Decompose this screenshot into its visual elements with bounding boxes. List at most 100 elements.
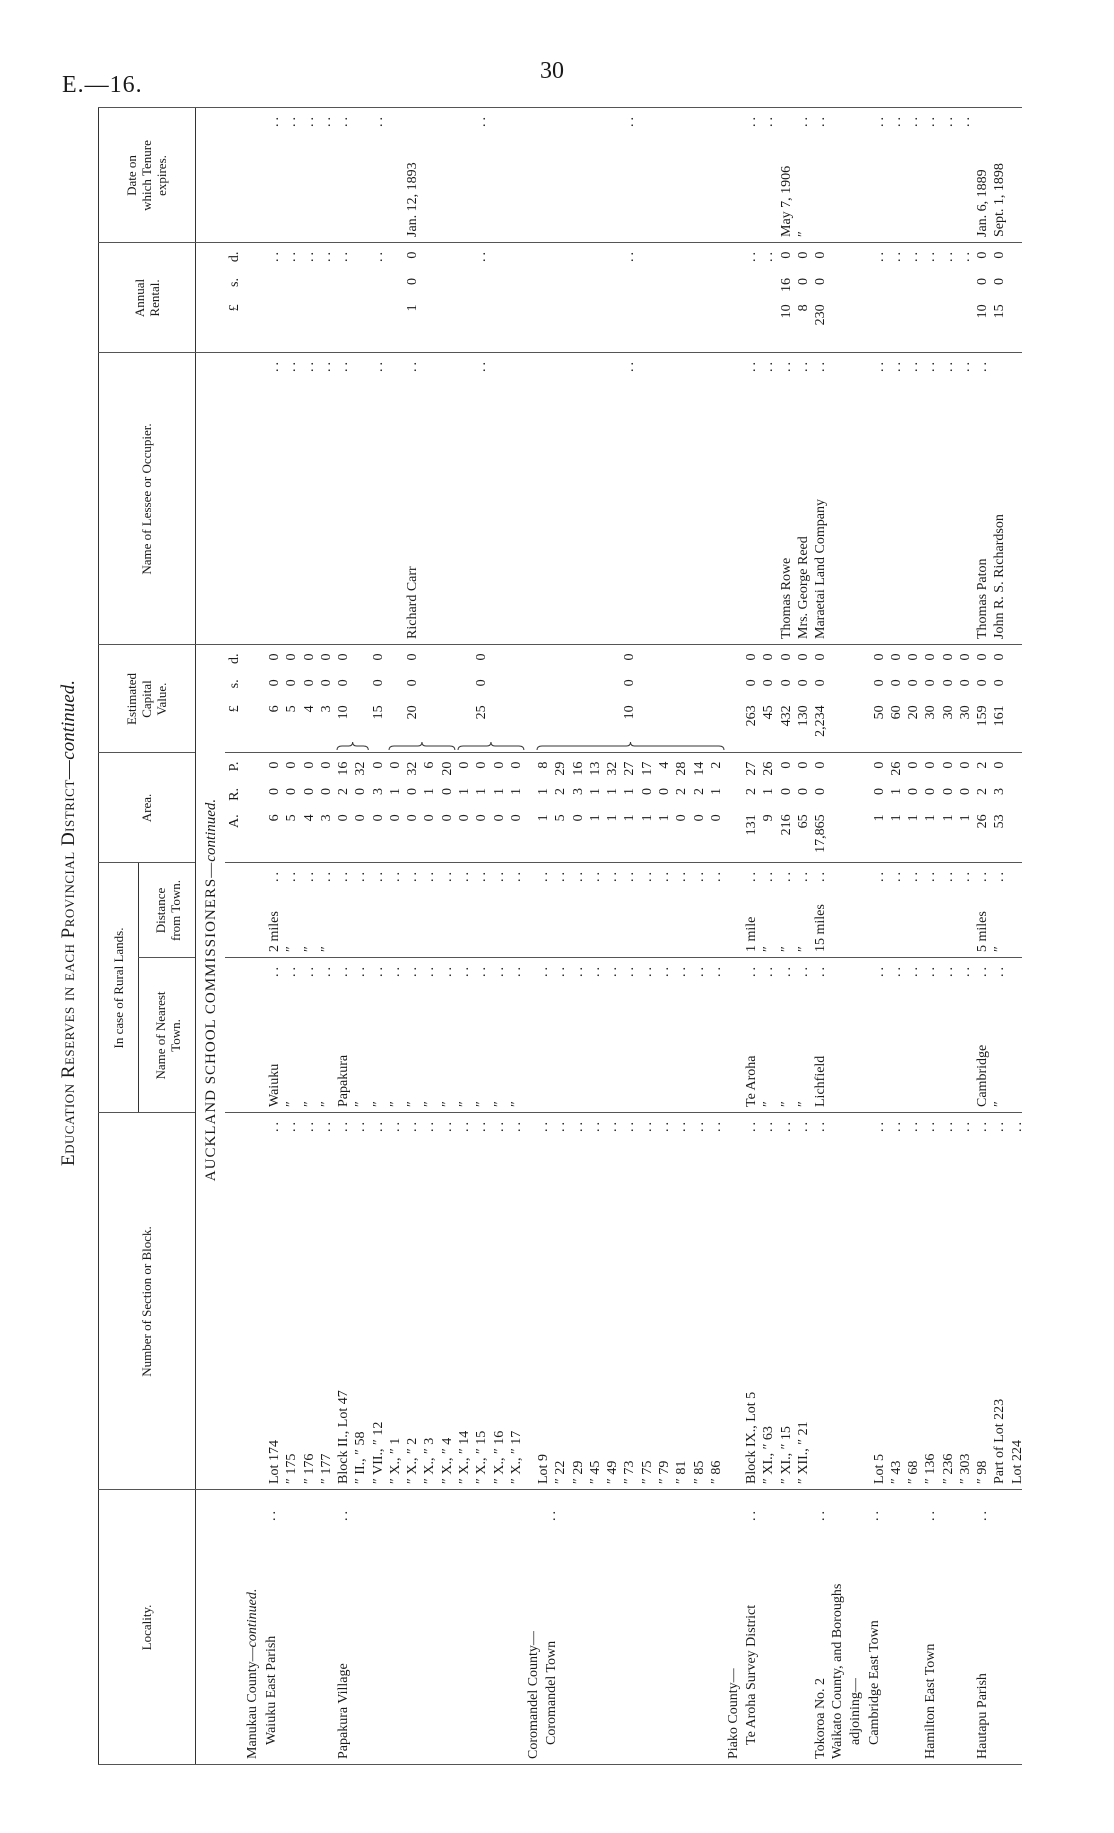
leader-dots: .. <box>906 114 922 127</box>
distance: .. <box>371 865 387 952</box>
leader-dots: .. <box>622 359 638 372</box>
section-number: ″ X., ″ 4.. <box>440 1115 456 1484</box>
lessee-name: .. <box>336 355 352 639</box>
nearest-town-text: ″ <box>439 1101 455 1107</box>
lessee-name: .. <box>302 355 318 639</box>
estimated-value-2: 0 <box>940 653 956 661</box>
section-number-text: ″ 86 <box>708 1460 724 1484</box>
estimated-value-2: 0 <box>992 653 1008 661</box>
rental-value: .. <box>872 245 888 347</box>
leader-dots: .. <box>657 964 672 977</box>
section-number: ″ X., ″ 16.. <box>492 1115 508 1484</box>
section-number-text: ″ 85 <box>691 1460 707 1484</box>
area-value-0: 1 <box>622 814 638 822</box>
section-number-text: ″ X., ″ 15 <box>474 1430 490 1484</box>
leader-dots: .. <box>267 249 282 262</box>
nearest-town: .. <box>889 960 905 1107</box>
leader-dots: .. <box>422 1119 438 1132</box>
leader-dots: .. <box>284 1119 300 1132</box>
leader-dots: .. <box>940 869 956 882</box>
column-divider <box>98 352 195 353</box>
distance: .. <box>640 865 656 952</box>
column-divider <box>98 1112 195 1113</box>
leader-dots: .. <box>267 964 282 977</box>
locality-text: adjoining— <box>848 1678 864 1745</box>
leader-dots: .. <box>387 1119 403 1132</box>
nearest-town: ″.. <box>371 960 387 1107</box>
section-number-text: ″ 75 <box>639 1460 655 1484</box>
estimated-value-1: 0 <box>743 679 759 687</box>
area-value-0: 26 <box>975 814 990 829</box>
area-value-1: 1 <box>587 788 603 796</box>
area-value-0: 0 <box>508 814 524 822</box>
section-number: Lot 224.. <box>1010 1115 1026 1484</box>
rental-value: .. <box>284 245 300 347</box>
rental-value: .. <box>941 245 957 347</box>
distance-text: ″ <box>795 946 811 952</box>
area-value-0: 0 <box>491 814 507 822</box>
rental-value: .. <box>958 245 974 347</box>
leader-dots: .. <box>387 869 403 882</box>
leader-dots: .. <box>335 1508 351 1521</box>
header-distance: Distance from Town. <box>152 880 183 941</box>
nearest-town: .. <box>588 960 604 1107</box>
area-value-2: 32 <box>605 761 621 776</box>
area-value-1: 1 <box>508 788 524 796</box>
estimated-value-2: 0 <box>474 653 490 661</box>
leader-dots: .. <box>370 869 386 882</box>
distance: .. <box>422 865 438 952</box>
leader-dots: .. <box>923 964 939 977</box>
title-continued: continued. <box>58 680 79 760</box>
distance: ″.. <box>992 865 1008 952</box>
area-value-0: 1 <box>605 814 621 822</box>
nearest-town: .. <box>958 960 974 1107</box>
estimated-value-2: 0 <box>761 653 777 661</box>
estimated-value-0: 6 <box>267 705 282 713</box>
area-value-2: 0 <box>812 761 828 769</box>
locality-text: Manukau County—continued. <box>245 1588 260 1759</box>
lessee-name-text: Mrs. George Reed <box>795 536 811 639</box>
leader-dots: .. <box>335 869 351 882</box>
leader-dots: .. <box>387 964 403 977</box>
area-value-1: 0 <box>906 788 922 796</box>
lessee-name: .. <box>958 355 974 639</box>
locality-label: adjoining— <box>848 1504 864 1745</box>
estimated-value-2: 0 <box>923 653 939 661</box>
estimated-value-0: 2,234 <box>812 705 828 737</box>
estimated-value-0: 15 <box>370 705 386 720</box>
lessee-name: Thomas Paton.. <box>975 355 991 639</box>
leader-dots: .. <box>812 114 828 127</box>
nearest-town: Papakura.. <box>336 960 352 1107</box>
section-number-text: ″ X., ″ 2 <box>405 1437 421 1484</box>
section-number: ″ 79.. <box>657 1115 673 1484</box>
leader-dots: .. <box>812 1119 828 1132</box>
estimated-value-1: 0 <box>335 679 351 687</box>
area-unit-1: R. <box>227 788 242 801</box>
leader-dots: .. <box>940 249 956 262</box>
nearest-town-text: ″ <box>778 1101 794 1107</box>
header-estimated-value: Estimated Capital Value. <box>124 673 169 725</box>
leader-dots: .. <box>744 1508 760 1521</box>
value-unit-2: d. <box>227 653 242 665</box>
header-tenure-date: Date on which Tenure expires. <box>124 140 169 211</box>
locality-label: Coromandel Town.. <box>544 1504 560 1745</box>
tenure-date: .. <box>474 110 490 237</box>
section-number: ″ 29.. <box>571 1115 587 1484</box>
leader-dots: .. <box>761 869 777 882</box>
lessee-name-text: Thomas Rowe <box>778 557 794 639</box>
estimated-value-2: 0 <box>335 653 351 661</box>
rental-value: .. <box>267 245 283 347</box>
section-number-text: ″ 176 <box>301 1453 317 1484</box>
area-value-0: 0 <box>674 814 690 822</box>
leader-dots: .. <box>370 249 386 262</box>
estimated-value-2: 0 <box>958 653 973 661</box>
leader-dots: .. <box>889 359 905 372</box>
column-divider <box>98 1489 195 1490</box>
area-value-1: 3 <box>992 788 1008 796</box>
area-value-2: 0 <box>940 761 956 769</box>
tenure-date: .. <box>336 110 352 237</box>
rental-value-1: 0 <box>975 278 990 286</box>
nearest-town-text: ″ <box>992 1101 1008 1107</box>
leader-dots: .. <box>743 1119 759 1132</box>
document-code: E.—16. <box>62 72 143 98</box>
